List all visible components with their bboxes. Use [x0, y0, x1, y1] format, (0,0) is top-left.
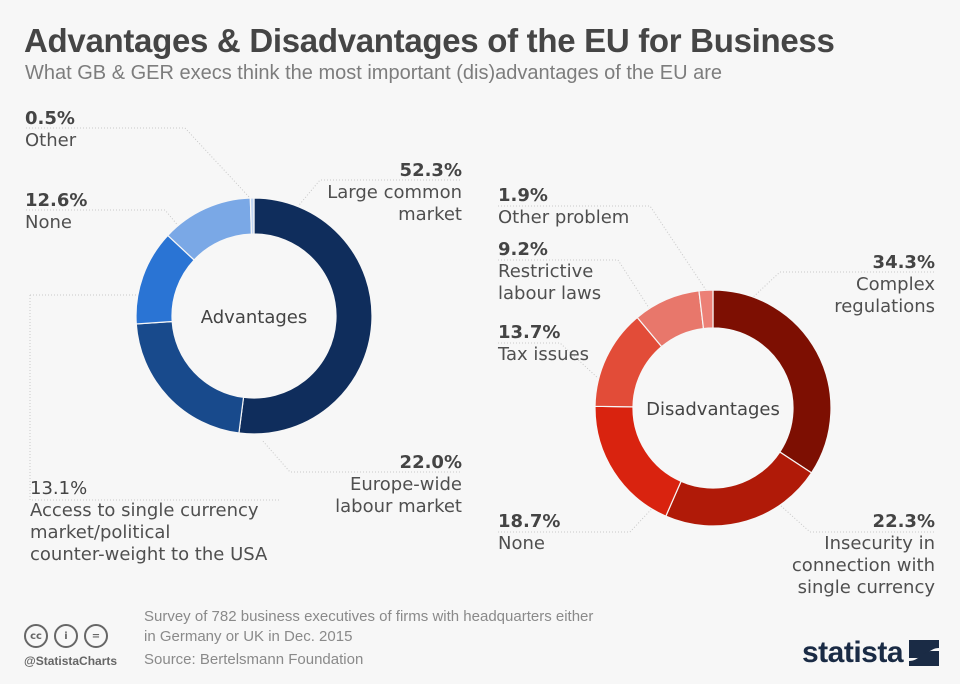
advantages-center-label: Advantages: [201, 307, 307, 328]
nd-icon: =: [84, 624, 108, 648]
data-label-adv-large-common-market: 52.3% Large common market: [327, 160, 462, 226]
data-label-value: 12.6%: [25, 190, 88, 211]
advantages-slice-europe-wide-labour-market: [135, 320, 245, 434]
twitter-handle: @StatistaCharts: [24, 654, 118, 668]
data-label-category: connection with: [791, 555, 935, 576]
license-icons: cc i =: [24, 624, 108, 648]
advantages-slice-other: [249, 197, 255, 235]
data-label-category: labour laws: [498, 283, 602, 304]
data-label-value: 0.5%: [25, 108, 75, 129]
data-label-category: single currency: [797, 577, 935, 598]
leader-line: [749, 271, 934, 301]
data-label-category: None: [25, 212, 72, 233]
data-label-category: regulations: [834, 296, 935, 317]
by-icon: i: [54, 624, 78, 648]
data-label-value: 18.7%: [498, 511, 561, 532]
data-label-dis-complex-regulations: 34.3% Complex regulations: [834, 252, 935, 318]
disadvantages-donut: [594, 289, 832, 527]
data-label-category: Complex: [856, 274, 935, 295]
advantages-slice-large-common-market: [238, 197, 373, 435]
data-label-value: 1.9%: [498, 185, 548, 206]
survey-note-line: Survey of 782 business executives of fir…: [144, 608, 594, 625]
leader-line: [498, 499, 661, 533]
data-label-value: 22.3%: [872, 511, 935, 532]
data-label-value: 13.1%: [30, 478, 88, 499]
source-text: Source: Bertelsmann Foundation: [144, 651, 364, 668]
leader-line: [779, 504, 934, 533]
data-label-adv-labour-market: 22.0% Europe-wide labour market: [335, 452, 462, 518]
data-label-category: Access to single currency: [30, 500, 259, 521]
data-label-category: market: [398, 204, 462, 225]
chart-subtitle: What GB & GER execs think the most impor…: [25, 62, 722, 84]
data-label-dis-none: 18.7% None: [498, 511, 560, 555]
data-label-category: market/political: [30, 522, 171, 543]
data-label-dis-single-currency: 22.3% Insecurity in connection with sing…: [792, 511, 935, 599]
data-label-category: Large common: [327, 182, 462, 203]
data-label-value: 9.2%: [498, 239, 548, 260]
data-label-dis-restrictive-labour: 9.2% Restrictive labour laws: [498, 239, 601, 305]
statista-wordmark: statista: [802, 636, 904, 669]
leader-line: [498, 205, 707, 291]
data-label-category: Other: [25, 130, 77, 151]
leader-lines: [26, 127, 934, 533]
cc-icon: cc: [24, 624, 48, 648]
data-label-dis-tax-issues: 13.7% Tax issues: [498, 322, 589, 366]
data-label-category: Other problem: [498, 207, 630, 228]
data-label-category: Restrictive: [498, 261, 594, 282]
statista-logo-icon: [909, 640, 940, 666]
survey-note: Survey of 782 business executives of fir…: [144, 607, 593, 647]
data-label-value: 34.3%: [872, 252, 935, 273]
data-label-adv-other: 0.5% Other: [25, 108, 76, 152]
data-label-category: Europe-wide: [349, 474, 462, 495]
data-label-value: 52.3%: [399, 160, 462, 181]
data-label-category: counter-weight to the USA: [30, 544, 268, 565]
leader-line: [29, 295, 280, 501]
disadvantages-slice-insecurity-in-connection-with-single-currency: [665, 451, 813, 527]
leader-line: [26, 127, 251, 199]
disadvantages-slice-none: [594, 405, 682, 517]
leader-line: [498, 259, 661, 326]
data-label-category: Insecurity in: [824, 533, 935, 554]
disadvantages-slice-other-problem: [698, 289, 714, 330]
statista-logo[interactable]: statista: [802, 636, 940, 670]
data-label-adv-none: 12.6% None: [25, 190, 87, 234]
survey-note-line: in Germany or UK in Dec. 2015: [144, 628, 353, 645]
data-label-dis-other-problem: 1.9% Other problem: [498, 185, 629, 229]
data-label-category: labour market: [335, 496, 462, 517]
advantages-donut: [135, 197, 373, 435]
data-label-adv-single-currency: 13.1% Access to single currency market/p…: [30, 478, 267, 566]
leader-line: [261, 439, 460, 473]
chart-title: Advantages & Disadvantages of the EU for…: [24, 22, 835, 59]
data-label-value: 22.0%: [399, 452, 462, 473]
data-label-category: Tax issues: [498, 344, 590, 365]
disadvantages-slice-complex-regulations: [712, 289, 832, 474]
data-label-value: 13.7%: [498, 322, 561, 343]
data-label-category: None: [498, 533, 545, 554]
disadvantages-center-label: Disadvantages: [646, 399, 780, 420]
